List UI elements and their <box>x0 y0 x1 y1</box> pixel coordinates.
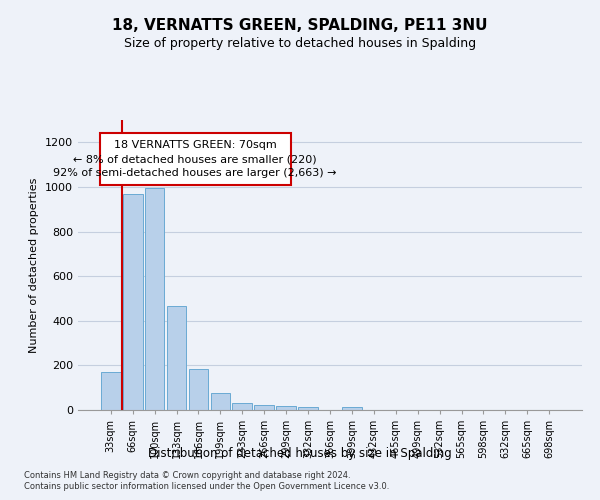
Text: Contains public sector information licensed under the Open Government Licence v3: Contains public sector information licen… <box>24 482 389 491</box>
Y-axis label: Number of detached properties: Number of detached properties <box>29 178 40 352</box>
Bar <box>101 372 121 410</box>
Bar <box>211 394 230 410</box>
Bar <box>298 408 318 410</box>
Bar <box>232 404 252 410</box>
Bar <box>254 405 274 410</box>
Bar <box>145 188 164 410</box>
Bar <box>276 406 296 410</box>
Bar <box>123 194 143 410</box>
Bar <box>167 306 187 410</box>
Bar <box>188 368 208 410</box>
Bar <box>342 407 362 410</box>
Text: 18 VERNATTS GREEN: 70sqm: 18 VERNATTS GREEN: 70sqm <box>114 140 277 149</box>
Text: Size of property relative to detached houses in Spalding: Size of property relative to detached ho… <box>124 38 476 51</box>
Text: Contains HM Land Registry data © Crown copyright and database right 2024.: Contains HM Land Registry data © Crown c… <box>24 470 350 480</box>
Text: 18, VERNATTS GREEN, SPALDING, PE11 3NU: 18, VERNATTS GREEN, SPALDING, PE11 3NU <box>112 18 488 32</box>
Text: 92% of semi-detached houses are larger (2,663) →: 92% of semi-detached houses are larger (… <box>53 168 337 178</box>
Text: ← 8% of detached houses are smaller (220): ← 8% of detached houses are smaller (220… <box>73 154 317 164</box>
Bar <box>100 134 290 184</box>
Text: Distribution of detached houses by size in Spalding: Distribution of detached houses by size … <box>148 448 452 460</box>
